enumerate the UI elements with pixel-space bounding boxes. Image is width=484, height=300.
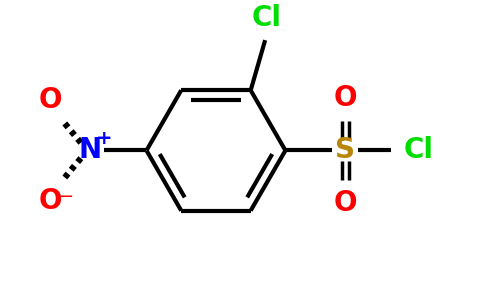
Text: O: O [333, 189, 357, 217]
Text: O: O [38, 187, 62, 214]
Text: Cl: Cl [404, 136, 434, 164]
Text: −: − [58, 188, 73, 206]
Text: O: O [38, 86, 62, 114]
Text: O: O [333, 84, 357, 112]
Text: +: + [96, 129, 112, 148]
Text: N: N [79, 136, 102, 164]
Text: Cl: Cl [252, 4, 282, 32]
Text: S: S [335, 136, 355, 164]
